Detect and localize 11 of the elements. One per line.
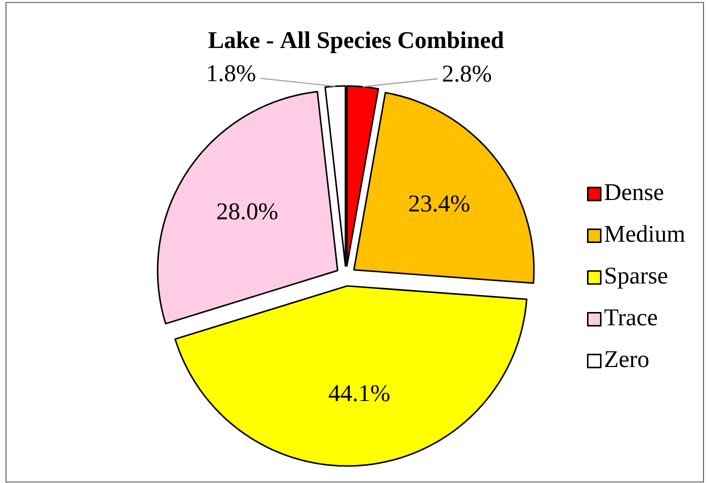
legend-label: Sparse — [606, 268, 668, 289]
legend-label: Zero — [605, 351, 648, 368]
legend-label: Medium — [604, 225, 685, 242]
data-label: 2.8% — [442, 66, 492, 82]
data-label: 23.4% — [409, 195, 470, 212]
legend-label: Trace — [604, 310, 657, 326]
chart-title: Lake - All Species Combined — [208, 31, 504, 54]
data-label: 44.1% — [328, 385, 390, 402]
data-label: 28.0% — [217, 203, 278, 220]
legend-label: Dense — [604, 184, 664, 200]
data-label: 1.8% — [208, 65, 256, 82]
